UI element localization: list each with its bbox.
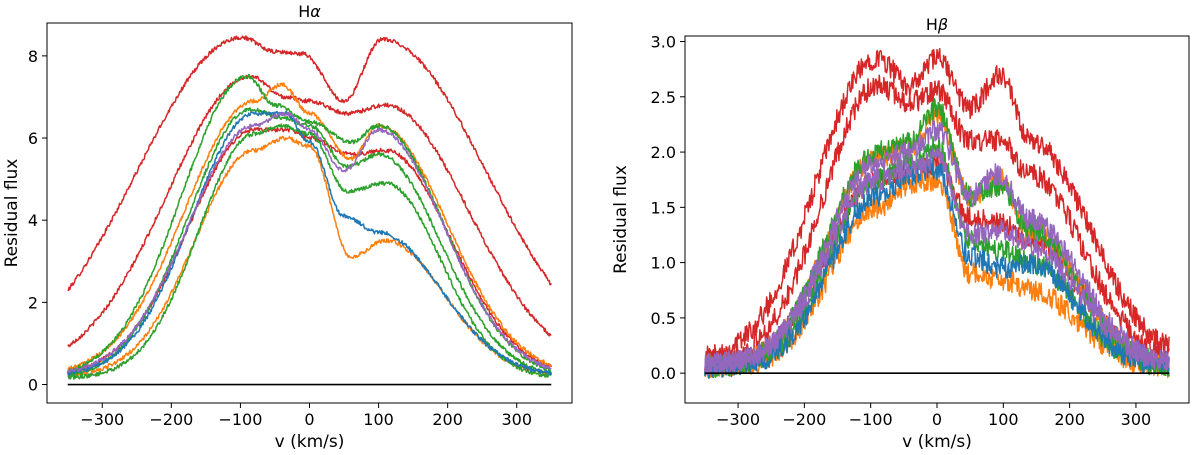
hbeta-series-blue-1 <box>704 157 1170 380</box>
halpha-y-tick-label: 8 <box>28 47 38 66</box>
halpha-axes-frame <box>46 22 573 404</box>
halpha-x-tick-label: 300 <box>501 410 532 429</box>
hbeta-series-red-1 <box>704 47 1170 369</box>
hbeta-x-tick-label: −300 <box>716 410 760 429</box>
halpha-series-orange-1 <box>67 82 552 371</box>
halpha-x-tick-label: −300 <box>80 410 124 429</box>
halpha-title-greek: α <box>310 2 321 21</box>
halpha-title-letter: H <box>298 2 310 21</box>
halpha-series-green-2 <box>67 107 552 377</box>
hbeta-x-tick-label: 0 <box>932 410 942 429</box>
hbeta-series-red-2 <box>704 74 1170 371</box>
hbeta-title-greek: β <box>937 15 948 34</box>
halpha-x-axis-label: v (km/s) <box>275 432 345 452</box>
halpha-series-green-3 <box>67 123 552 380</box>
halpha-panel: −300 −200 −100 0 100 200 300 0 2 4 6 8 v (km/s) Resid… <box>2 2 573 452</box>
hbeta-title-letter: H <box>926 15 938 34</box>
halpha-x-tick-label: 0 <box>304 410 314 429</box>
halpha-y-axis-label: Residual flux <box>2 159 22 268</box>
hbeta-x-tick-label: −200 <box>782 410 826 429</box>
halpha-series-orange-2 <box>67 135 553 377</box>
hbeta-x-tick-label: 100 <box>988 410 1019 429</box>
hbeta-y-tick-label: 0.5 <box>651 309 676 328</box>
hbeta-series-purple-1 <box>704 120 1170 375</box>
halpha-y-tick-label: 2 <box>28 293 38 312</box>
hbeta-x-axis-label: v (km/s) <box>902 432 972 452</box>
halpha-x-tick-label: 100 <box>363 410 394 429</box>
hbeta-y-tick-label: 3.0 <box>651 33 676 52</box>
halpha-y-tick-label: 4 <box>28 211 38 230</box>
hbeta-y-tick-label: 2.0 <box>651 143 676 162</box>
hbeta-chart-title: Hβ <box>926 15 948 34</box>
halpha-series-red-2 <box>67 74 552 348</box>
halpha-series-red-1 <box>67 35 552 292</box>
halpha-series-blue-1 <box>66 110 552 376</box>
hbeta-y-axis-label: Residual flux <box>611 165 631 274</box>
halpha-chart-title: Hα <box>298 2 321 21</box>
hbeta-y-tick-label: 1.0 <box>651 254 676 273</box>
hbeta-y-tick-label: 1.5 <box>651 198 676 217</box>
hbeta-x-tick-label: −100 <box>849 410 893 429</box>
hbeta-x-tick-label: 200 <box>1054 410 1085 429</box>
hbeta-y-tick-label: 2.5 <box>651 88 676 107</box>
hbeta-panel: −300 −200 −100 0 100 200 300 0.0 0.5 1.0 1.5 2.0 2.5… <box>611 15 1190 452</box>
halpha-series-purple-1 <box>67 111 552 373</box>
hbeta-series-group <box>704 47 1170 380</box>
halpha-x-tick-label: −100 <box>218 410 262 429</box>
halpha-series-group <box>66 35 553 380</box>
halpha-y-tick-label: 6 <box>28 129 38 148</box>
halpha-x-tick-label: 200 <box>432 410 463 429</box>
halpha-x-tick-label: −200 <box>149 410 193 429</box>
hbeta-y-tick-label: 0.0 <box>651 364 676 383</box>
halpha-y-tick-label: 0 <box>28 376 38 395</box>
hbeta-series-purple-2 <box>704 147 1170 375</box>
hbeta-x-tick-label: 300 <box>1121 410 1152 429</box>
